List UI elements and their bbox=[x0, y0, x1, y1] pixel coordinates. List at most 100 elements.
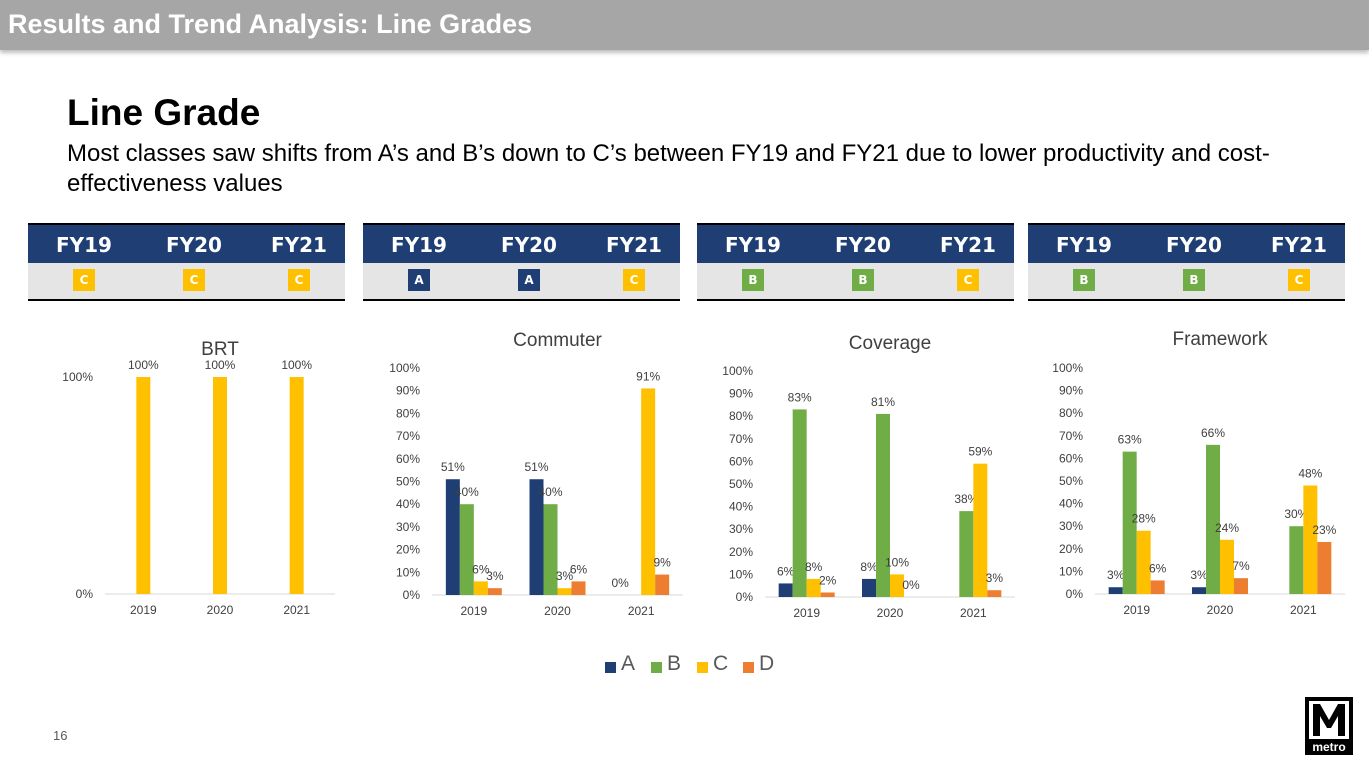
metro-logo: metro bbox=[1305, 697, 1353, 755]
bar-d bbox=[1234, 578, 1248, 594]
bar-d bbox=[655, 574, 670, 595]
y-tick-label: 60% bbox=[396, 452, 420, 466]
y-tick-label: 10% bbox=[396, 565, 420, 579]
x-tick-label: 2019 bbox=[793, 606, 820, 620]
y-tick-label: 30% bbox=[729, 522, 753, 536]
data-label: 3% bbox=[556, 569, 574, 583]
data-label: 40% bbox=[455, 485, 479, 499]
y-tick-label: 100% bbox=[722, 364, 753, 378]
grade-table-header: FY19 FY20 FY21 bbox=[1028, 223, 1345, 263]
x-tick-label: 2021 bbox=[628, 604, 655, 618]
y-tick-label: 40% bbox=[729, 500, 753, 514]
grade-badge: B bbox=[742, 269, 764, 291]
chart-title: Coverage bbox=[849, 333, 931, 354]
grade-badge: A bbox=[408, 269, 430, 291]
bar-b bbox=[459, 504, 474, 595]
bar-b bbox=[1289, 526, 1304, 594]
data-label: 3% bbox=[1107, 568, 1125, 582]
y-tick-label: 90% bbox=[1059, 384, 1083, 398]
y-tick-label: 50% bbox=[396, 475, 420, 489]
grade-badge: A bbox=[518, 269, 540, 291]
data-label: 30% bbox=[1284, 507, 1308, 521]
bar-d bbox=[1317, 542, 1332, 594]
data-label: 100% bbox=[205, 358, 236, 372]
bar-a bbox=[445, 479, 460, 595]
y-tick-label: 30% bbox=[1059, 519, 1083, 533]
data-label: 9% bbox=[653, 556, 671, 570]
data-label: 6% bbox=[570, 562, 588, 576]
grade-badge: B bbox=[852, 269, 874, 291]
x-tick-label: 2019 bbox=[130, 603, 157, 617]
grade-table: FY19 FY20 FY21 A A C bbox=[363, 223, 680, 301]
data-label: 100% bbox=[281, 358, 312, 372]
bar-d bbox=[487, 588, 502, 595]
y-tick-label: 40% bbox=[396, 497, 420, 511]
grade-table-year: FY21 bbox=[940, 233, 996, 257]
chart-title: BRT bbox=[201, 339, 239, 360]
y-tick-label: 10% bbox=[1059, 564, 1083, 578]
bar-a bbox=[778, 583, 793, 597]
grade-table-year: FY20 bbox=[501, 233, 557, 257]
data-label: 2% bbox=[819, 573, 837, 587]
legend-label: A bbox=[621, 652, 636, 675]
grade-table-year: FY19 bbox=[725, 233, 781, 257]
grade-table-year: FY21 bbox=[1271, 233, 1327, 257]
bar-b bbox=[959, 511, 974, 597]
data-label: 10% bbox=[885, 555, 909, 569]
data-label: 91% bbox=[636, 369, 660, 383]
bar-c bbox=[289, 377, 304, 594]
bar-c bbox=[136, 377, 151, 594]
y-tick-label: 30% bbox=[396, 520, 420, 534]
grade-table-header: FY19 FY20 FY21 bbox=[28, 223, 345, 263]
grade-badge: C bbox=[957, 269, 979, 291]
data-label: 38% bbox=[954, 492, 978, 506]
page-subtitle: Most classes saw shifts from A’s and B’s… bbox=[67, 140, 1270, 197]
grade-table-year: FY21 bbox=[606, 233, 662, 257]
data-label: 6% bbox=[777, 564, 795, 578]
y-tick-label: 80% bbox=[1059, 406, 1083, 420]
grade-table-year: FY19 bbox=[391, 233, 447, 257]
y-tick-label: 20% bbox=[1059, 542, 1083, 556]
y-tick-label: 60% bbox=[1059, 451, 1083, 465]
title-bar: Results and Trend Analysis: Line Grades bbox=[0, 0, 1369, 50]
bar-chart: Coverage 0% 10% 20% 30% 40% 50% 60% 70% 80% 90% 100… bbox=[722, 333, 1015, 620]
legend-swatch bbox=[743, 662, 754, 673]
bar-c bbox=[973, 463, 988, 597]
y-tick-label: 100% bbox=[62, 370, 93, 384]
x-tick-label: 2020 bbox=[207, 603, 234, 617]
y-tick-label: 70% bbox=[1059, 429, 1083, 443]
y-tick-label: 60% bbox=[729, 454, 753, 468]
grade-badge: C bbox=[183, 269, 205, 291]
data-label: 59% bbox=[968, 445, 992, 459]
grade-table-year: FY19 bbox=[56, 233, 112, 257]
data-label: 3% bbox=[486, 569, 504, 583]
grade-table-year: FY20 bbox=[166, 233, 222, 257]
data-label: 40% bbox=[538, 485, 562, 499]
y-tick-label: 0% bbox=[736, 590, 754, 604]
data-label: 28% bbox=[1132, 512, 1156, 526]
data-label: 24% bbox=[1215, 521, 1239, 535]
x-tick-label: 2021 bbox=[283, 603, 310, 617]
grade-table: FY19 FY20 FY21 B B C bbox=[1028, 223, 1345, 301]
bar-a bbox=[1108, 587, 1123, 594]
logo-m-glyph bbox=[1313, 704, 1345, 736]
grade-badge: C bbox=[1288, 269, 1310, 291]
x-tick-label: 2020 bbox=[544, 604, 571, 618]
grade-badge: C bbox=[73, 269, 95, 291]
bar-a bbox=[529, 479, 544, 595]
grade-badge: B bbox=[1073, 269, 1095, 291]
data-label: 66% bbox=[1201, 426, 1225, 440]
bar-c bbox=[806, 578, 821, 597]
data-label: 48% bbox=[1298, 467, 1322, 481]
bar-d bbox=[571, 581, 586, 595]
bar-c bbox=[1136, 530, 1151, 594]
bar-b bbox=[543, 504, 558, 595]
data-label: 0% bbox=[611, 576, 629, 590]
grade-table-header: FY19 FY20 FY21 bbox=[363, 223, 680, 263]
x-tick-label: 2020 bbox=[1207, 603, 1234, 617]
x-tick-label: 2019 bbox=[460, 604, 487, 618]
y-tick-label: 90% bbox=[396, 384, 420, 398]
